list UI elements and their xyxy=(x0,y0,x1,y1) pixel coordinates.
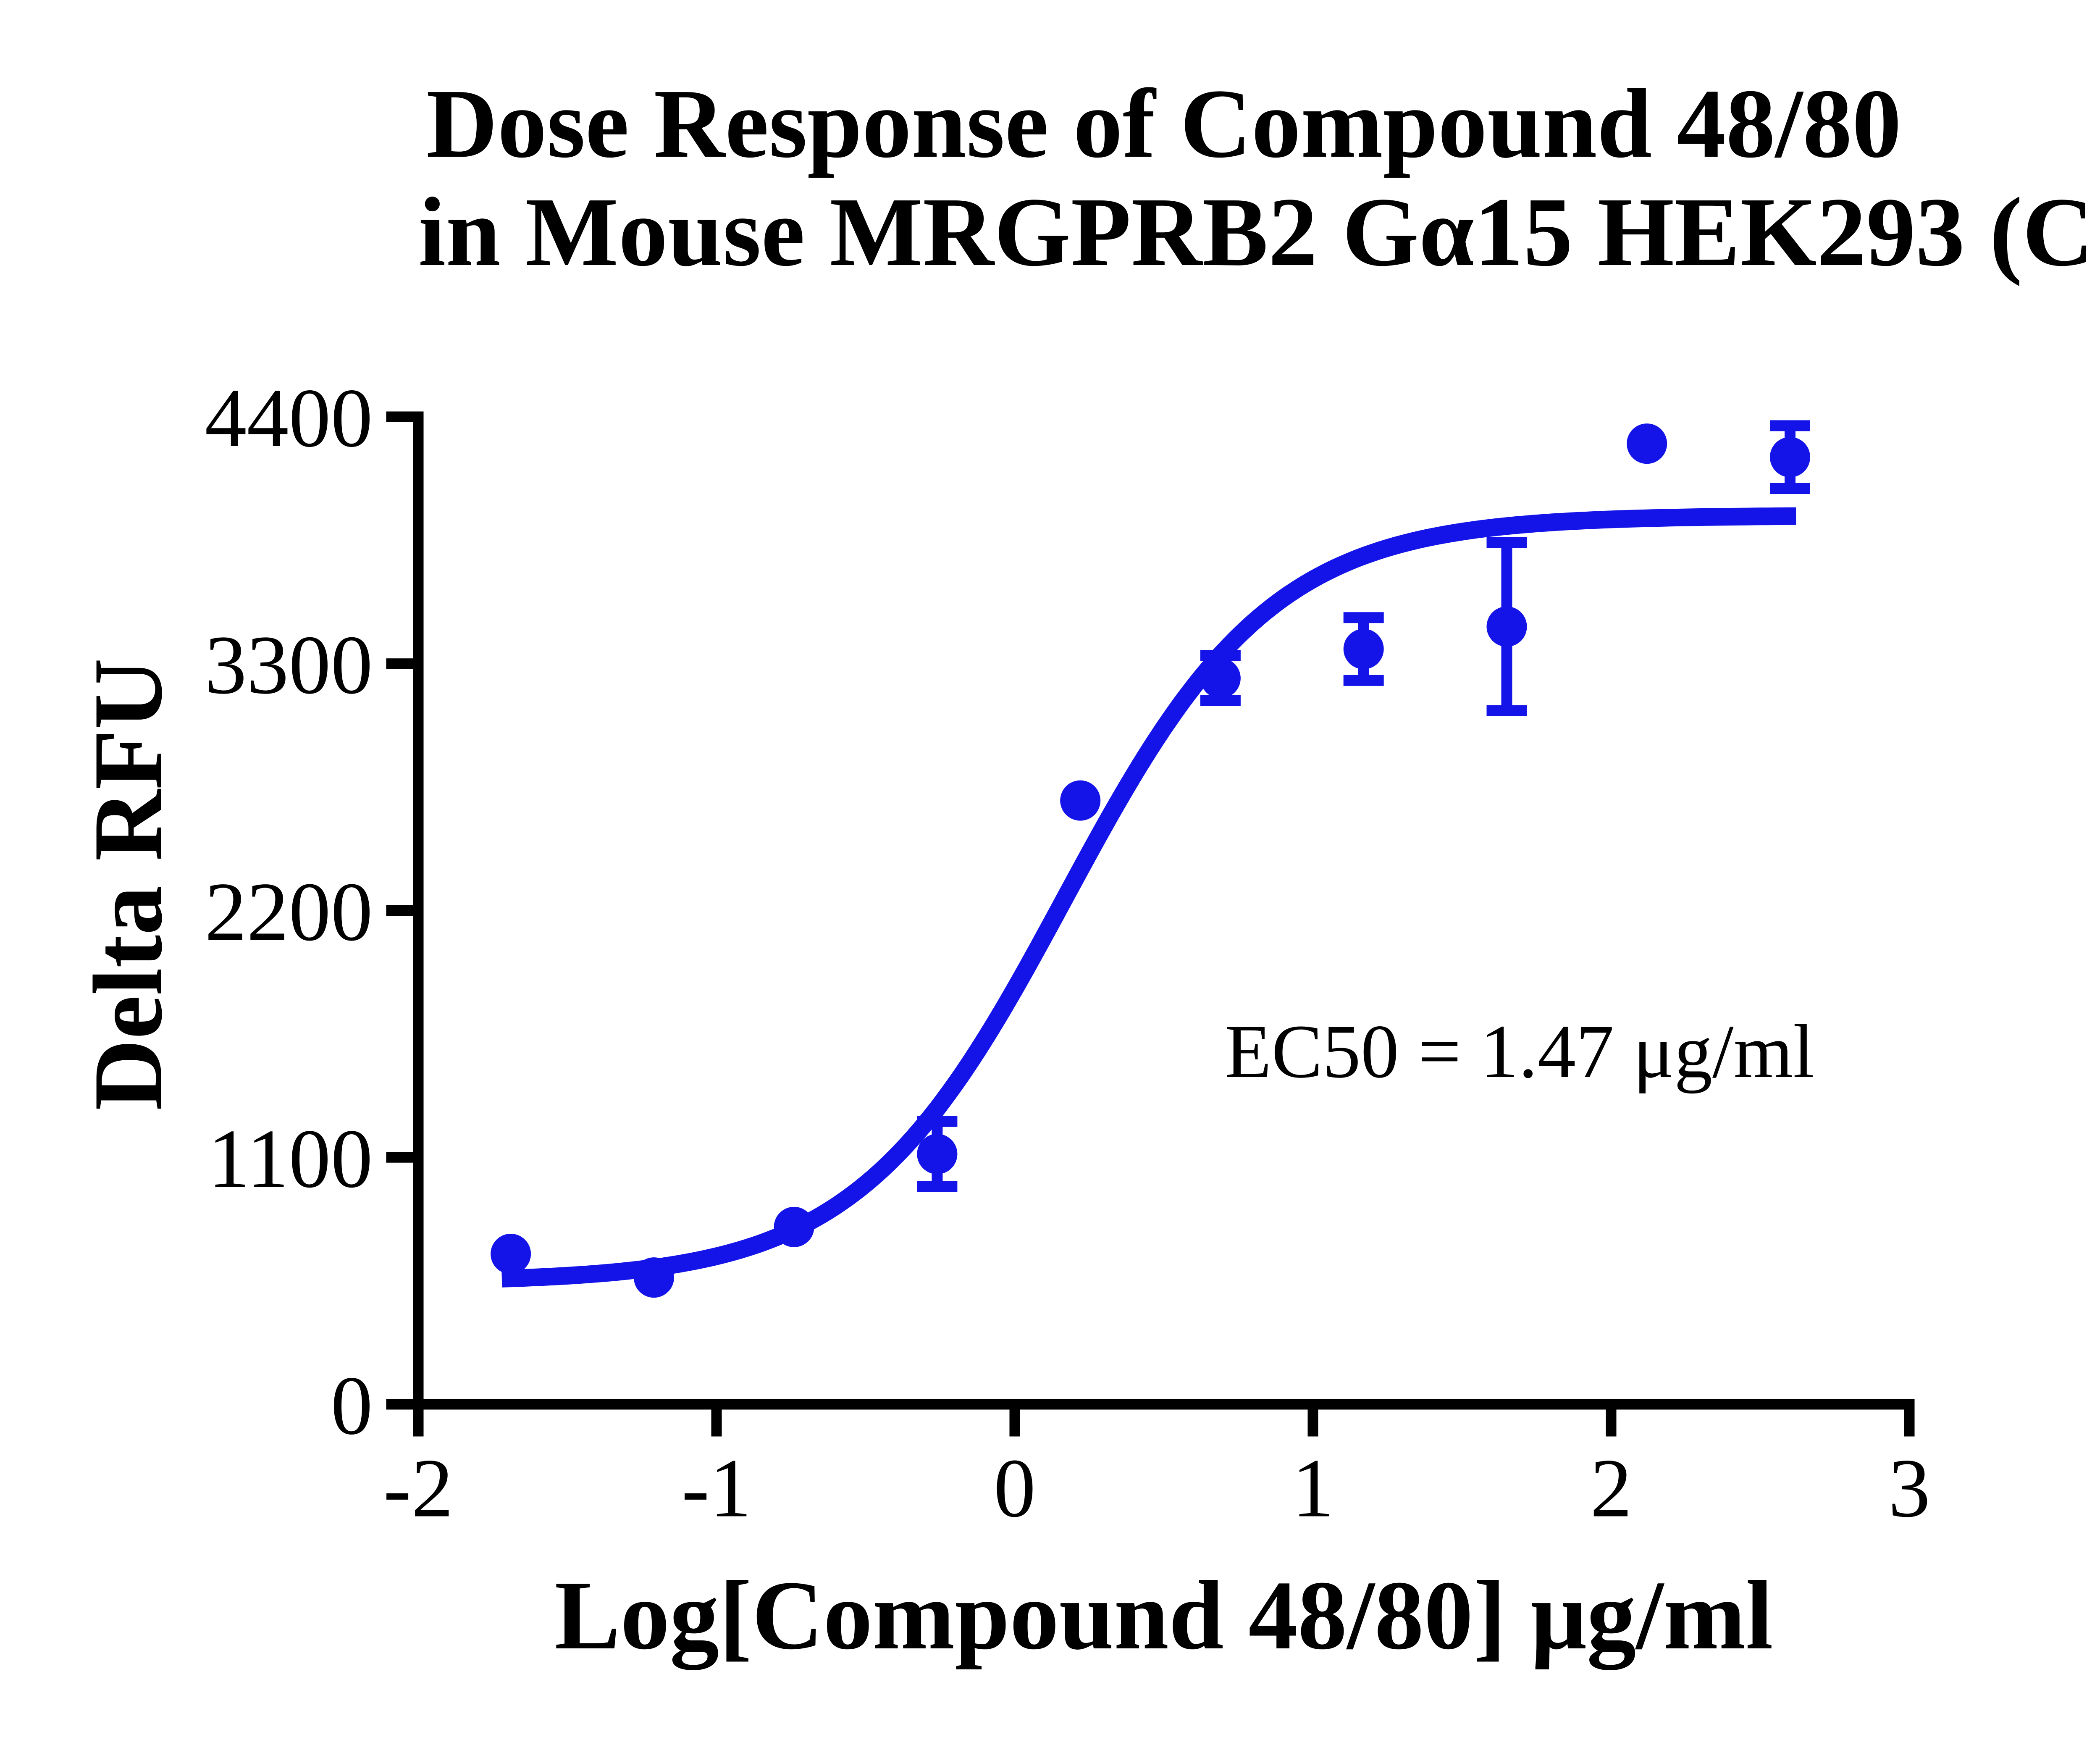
x-tick-label: 2 xyxy=(1590,1442,1632,1535)
data-point xyxy=(633,1257,674,1298)
chart-title-line2: in Mouse MRGPRB2 Gα15 HEK293 (C10) xyxy=(418,177,2100,286)
y-tick-label: 2200 xyxy=(205,866,373,959)
fit-curve-group xyxy=(499,507,1799,1288)
fit-curve xyxy=(499,507,1799,1288)
data-point xyxy=(491,1234,531,1275)
data-points-group xyxy=(491,420,1810,1298)
data-point xyxy=(1770,437,1810,478)
ec50-annotation: EC50 = 1.47 μg/ml xyxy=(1225,1009,1814,1094)
axis-ticks xyxy=(386,411,1915,1437)
y-tick-label: 4400 xyxy=(205,372,373,465)
x-tick-label: -2 xyxy=(383,1442,454,1535)
x-tick-label: 1 xyxy=(1292,1442,1334,1535)
y-tick-label: 0 xyxy=(331,1359,373,1452)
x-tick-label: 0 xyxy=(994,1442,1036,1535)
data-point xyxy=(1343,629,1384,670)
x-tick-label: -1 xyxy=(682,1442,752,1535)
data-point xyxy=(1200,658,1241,699)
y-tick-label: 3300 xyxy=(205,619,373,712)
data-point xyxy=(1627,423,1667,464)
axes xyxy=(413,411,1915,1410)
data-point xyxy=(1486,606,1527,647)
axis-tick-labels: 0 1100 2200 3300 4400 -2 -1 0 1 2 3 xyxy=(205,372,1931,1535)
data-point xyxy=(774,1206,814,1247)
chart-title-line1: Dose Response of Compound 48/80 xyxy=(426,69,1902,178)
data-point xyxy=(917,1134,958,1175)
y-tick-label: 1100 xyxy=(208,1112,373,1205)
x-axis-title: Log[Compound 48/80] μg/ml xyxy=(554,1561,1773,1670)
data-point xyxy=(1060,780,1101,821)
x-tick-label: 3 xyxy=(1888,1442,1930,1535)
